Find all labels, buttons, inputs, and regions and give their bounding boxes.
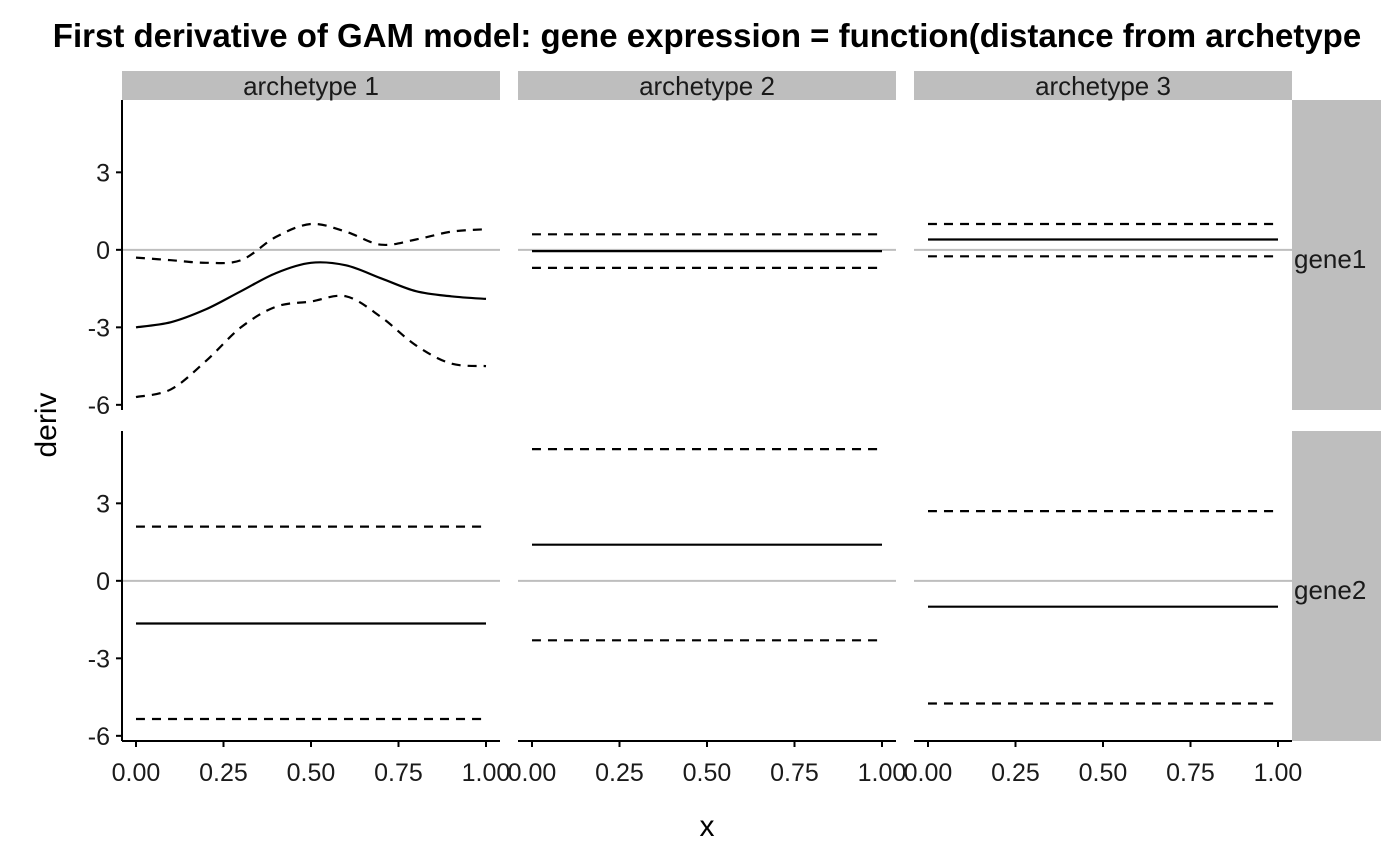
series-deriv-gene1-col1 <box>135 261 487 329</box>
column-strip-2 <box>518 71 896 100</box>
y-tick-label-gene2-3: 3 <box>96 490 110 518</box>
x-tick-label-col2-1: 0.25 <box>595 759 644 787</box>
y-tick-label-gene1-0: -6 <box>88 392 110 420</box>
series-lower-gene1-col1 <box>135 294 487 399</box>
x-tick-label-col3-3: 0.75 <box>1166 759 1215 787</box>
column-strip-label-3: archetype 3 <box>1035 71 1171 101</box>
x-tick-label-col3-2: 0.50 <box>1079 759 1128 787</box>
x-tick-label-col1-2: 0.50 <box>287 759 336 787</box>
y-tick-label-gene2-2: 0 <box>96 568 110 596</box>
x-tick-label-col2-3: 0.75 <box>770 759 819 787</box>
row-strip-label-gene1: gene1 <box>1294 244 1366 274</box>
chart-title: First derivative of GAM model: gene expr… <box>53 17 1361 54</box>
x-tick-label-col2-4: 1.00 <box>858 759 907 787</box>
column-strip-label-1: archetype 1 <box>243 71 379 101</box>
column-strip-1 <box>122 71 500 100</box>
column-strip-3 <box>914 71 1292 100</box>
y-tick-label-gene1-3: 3 <box>96 159 110 187</box>
x-tick-label-col3-0: 0.00 <box>904 759 953 787</box>
x-tick-label-col1-1: 0.25 <box>199 759 248 787</box>
x-tick-label-col1-4: 1.00 <box>462 759 511 787</box>
y-tick-label-gene1-2: 0 <box>96 237 110 265</box>
x-tick-label-col1-3: 0.75 <box>374 759 423 787</box>
series-upper-gene1-col1 <box>135 222 487 265</box>
row-strip-gene1 <box>1292 100 1381 410</box>
x-tick-label-col2-0: 0.00 <box>508 759 557 787</box>
y-axis-title: deriv <box>30 392 63 457</box>
facet-panels: archetype 1 archetype 2 archetype 3 gene1 ge… <box>88 71 1381 787</box>
x-tick-label-col1-0: 0.00 <box>112 759 161 787</box>
y-tick-label-gene2-1: -3 <box>88 645 110 673</box>
row-strip-gene2 <box>1292 431 1381 741</box>
x-tick-label-col3-1: 0.25 <box>991 759 1040 787</box>
x-axis-title: x <box>700 810 715 843</box>
x-tick-label-col3-4: 1.00 <box>1254 759 1303 787</box>
x-tick-label-col2-2: 0.50 <box>683 759 732 787</box>
y-tick-label-gene2-0: -6 <box>88 723 110 751</box>
column-strip-label-2: archetype 2 <box>639 71 775 101</box>
y-tick-label-gene1-1: -3 <box>88 314 110 342</box>
row-strip-label-gene2: gene2 <box>1294 575 1366 605</box>
